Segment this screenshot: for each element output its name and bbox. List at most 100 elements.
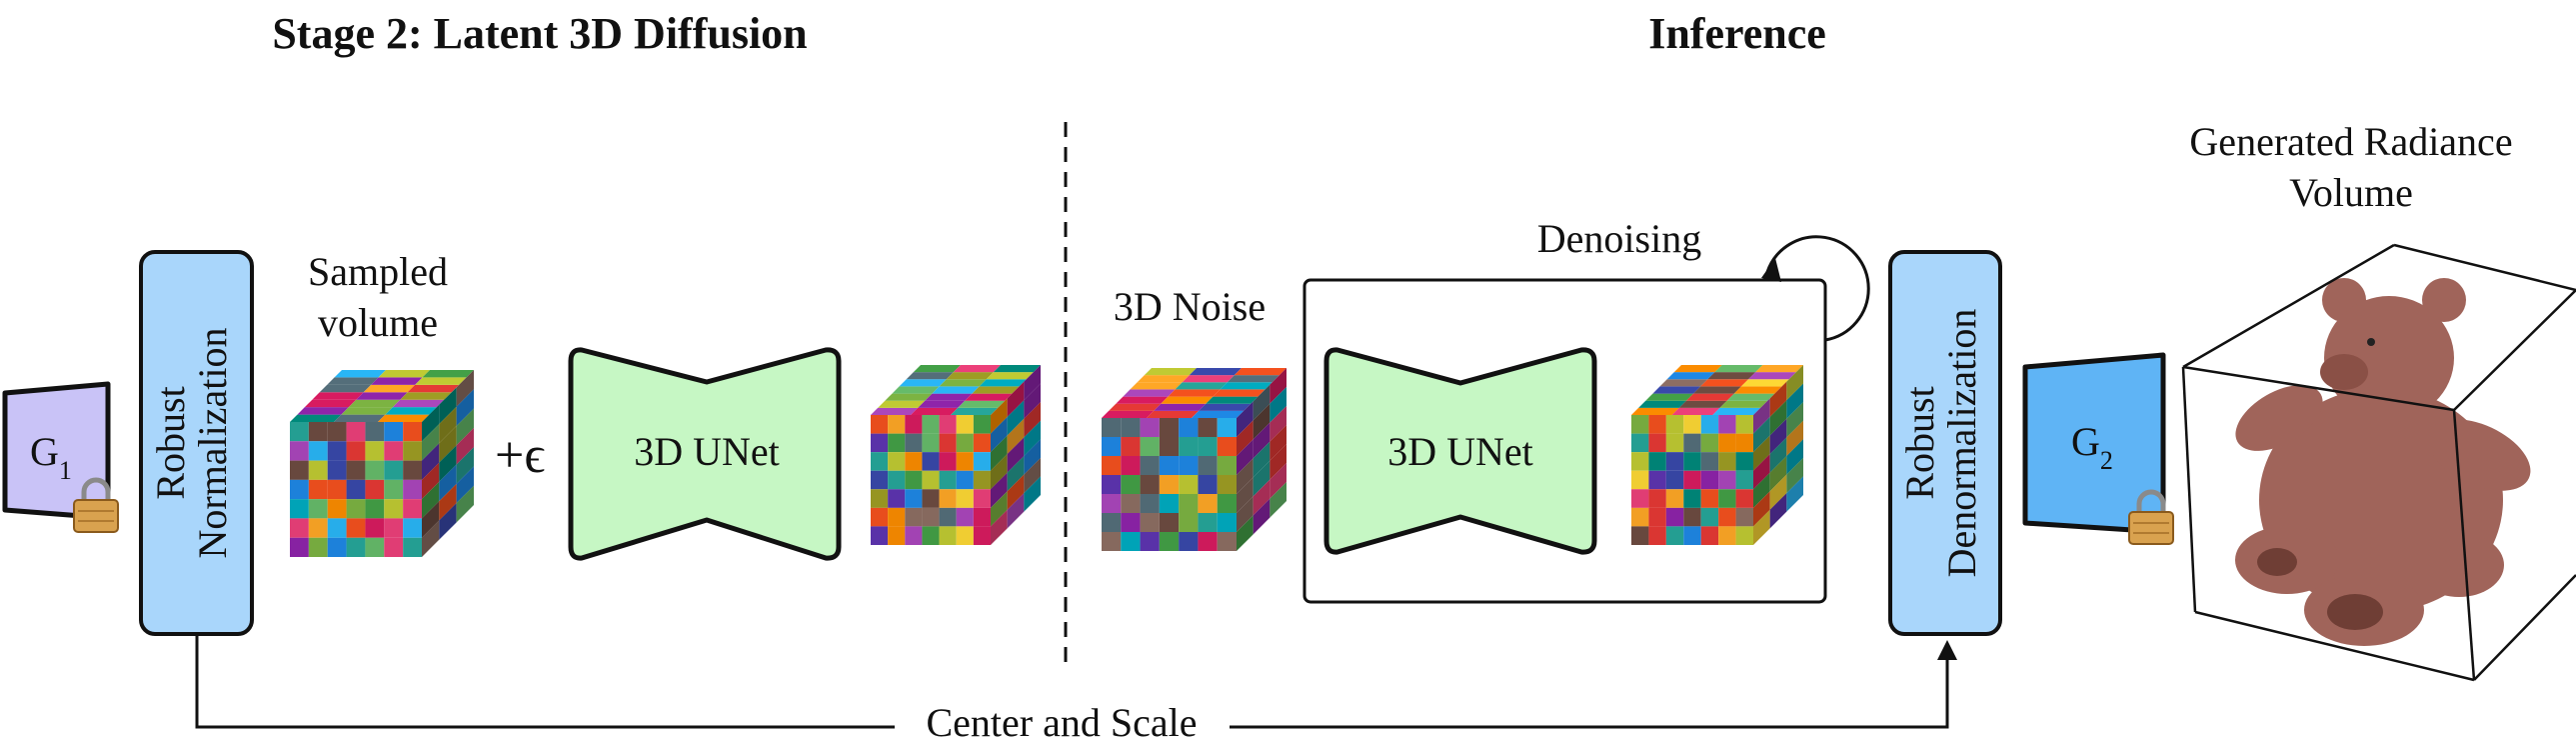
voxel [365,422,385,442]
voxel [290,479,309,500]
voxel [1786,383,1803,419]
plus-noise-label: +ϵ [495,427,545,484]
voxel [871,415,889,434]
voxel [1198,532,1218,551]
voxel [1769,493,1787,529]
voxel [1665,452,1684,471]
voxel [1735,507,1753,527]
voxel [1769,381,1787,417]
voxel [403,537,422,557]
voxel [1700,507,1719,527]
voxel [439,406,457,444]
voxel [905,415,923,434]
voxel [384,537,404,557]
voxel [346,460,366,480]
voxel [1718,489,1736,508]
voxel [1199,403,1252,411]
voxel [1121,456,1141,475]
voxel [1270,463,1287,499]
voxel [439,483,457,521]
voxel [905,470,923,490]
voxel [1159,532,1180,551]
voxel [1102,494,1122,513]
voxel [422,423,440,461]
voxel [1217,475,1237,494]
voxel [1718,415,1736,434]
voxel [1024,402,1041,438]
connector-arrowhead [1937,640,1957,660]
voxel [327,518,347,538]
voxel [1700,452,1719,471]
voxel [422,370,474,378]
voxel [1631,407,1679,415]
voxel [1700,526,1719,545]
voxel [888,452,906,471]
voxel [1726,393,1775,401]
voxel [327,537,347,557]
voxel [1179,437,1199,456]
voxel [297,407,349,415]
voxel [1182,375,1235,383]
encoder-g2-label: G2 [2071,419,2113,475]
voxel [407,384,460,393]
voxel [956,452,974,471]
voxel [290,414,342,422]
voxel [1700,415,1719,434]
voxel [1718,452,1736,471]
voxel [1161,396,1214,404]
voxel [1253,498,1271,535]
voxel [1121,513,1141,532]
voxel [1140,418,1160,437]
voxel [1227,375,1280,383]
voxel [1140,494,1160,513]
voxel [932,386,980,394]
unet-inference-shape [1323,347,1597,555]
voxel [1024,439,1041,475]
voxel [1683,526,1701,545]
voxel [922,433,940,453]
voxel [1007,381,1025,417]
voxel [1140,532,1160,551]
voxel [956,507,974,527]
voxel [1769,437,1787,473]
voxel [290,422,309,442]
voxel [1631,470,1649,490]
voxel [905,433,923,453]
voxel [905,526,923,545]
voxel [956,526,974,545]
voxel [1270,368,1287,404]
voxel [1735,415,1753,434]
voxel [1712,407,1761,415]
voxel [1253,441,1271,478]
voxel [1253,422,1271,459]
voxel [1123,389,1176,397]
voxel [1631,526,1649,545]
voxel [1671,407,1720,415]
voxel [1234,368,1287,376]
unet-inference: 3D UNet [1323,347,1597,555]
voxel [1192,410,1245,418]
voxel [403,460,422,480]
voxel [871,470,889,490]
voxel [1179,532,1199,551]
unet-stage2-label: 3D UNet [634,429,780,474]
voxel [1237,439,1254,475]
voxel [1217,456,1237,475]
voxel [939,489,957,508]
voxel [1159,513,1180,532]
robust-denormalization-line1: Robust [1897,386,1942,499]
voxel [956,433,974,453]
sampled-volume-cube [290,370,474,557]
voxel [334,370,386,378]
voxel [973,433,991,453]
voxel [341,407,393,415]
voxel [1179,513,1199,532]
voxel [1102,437,1122,456]
voxel [403,479,422,500]
voxel [1220,382,1273,390]
voxel [1121,532,1141,551]
voxel [991,491,1008,527]
voxel [1700,379,1749,387]
voxel [365,479,385,500]
voxel [1683,415,1701,434]
